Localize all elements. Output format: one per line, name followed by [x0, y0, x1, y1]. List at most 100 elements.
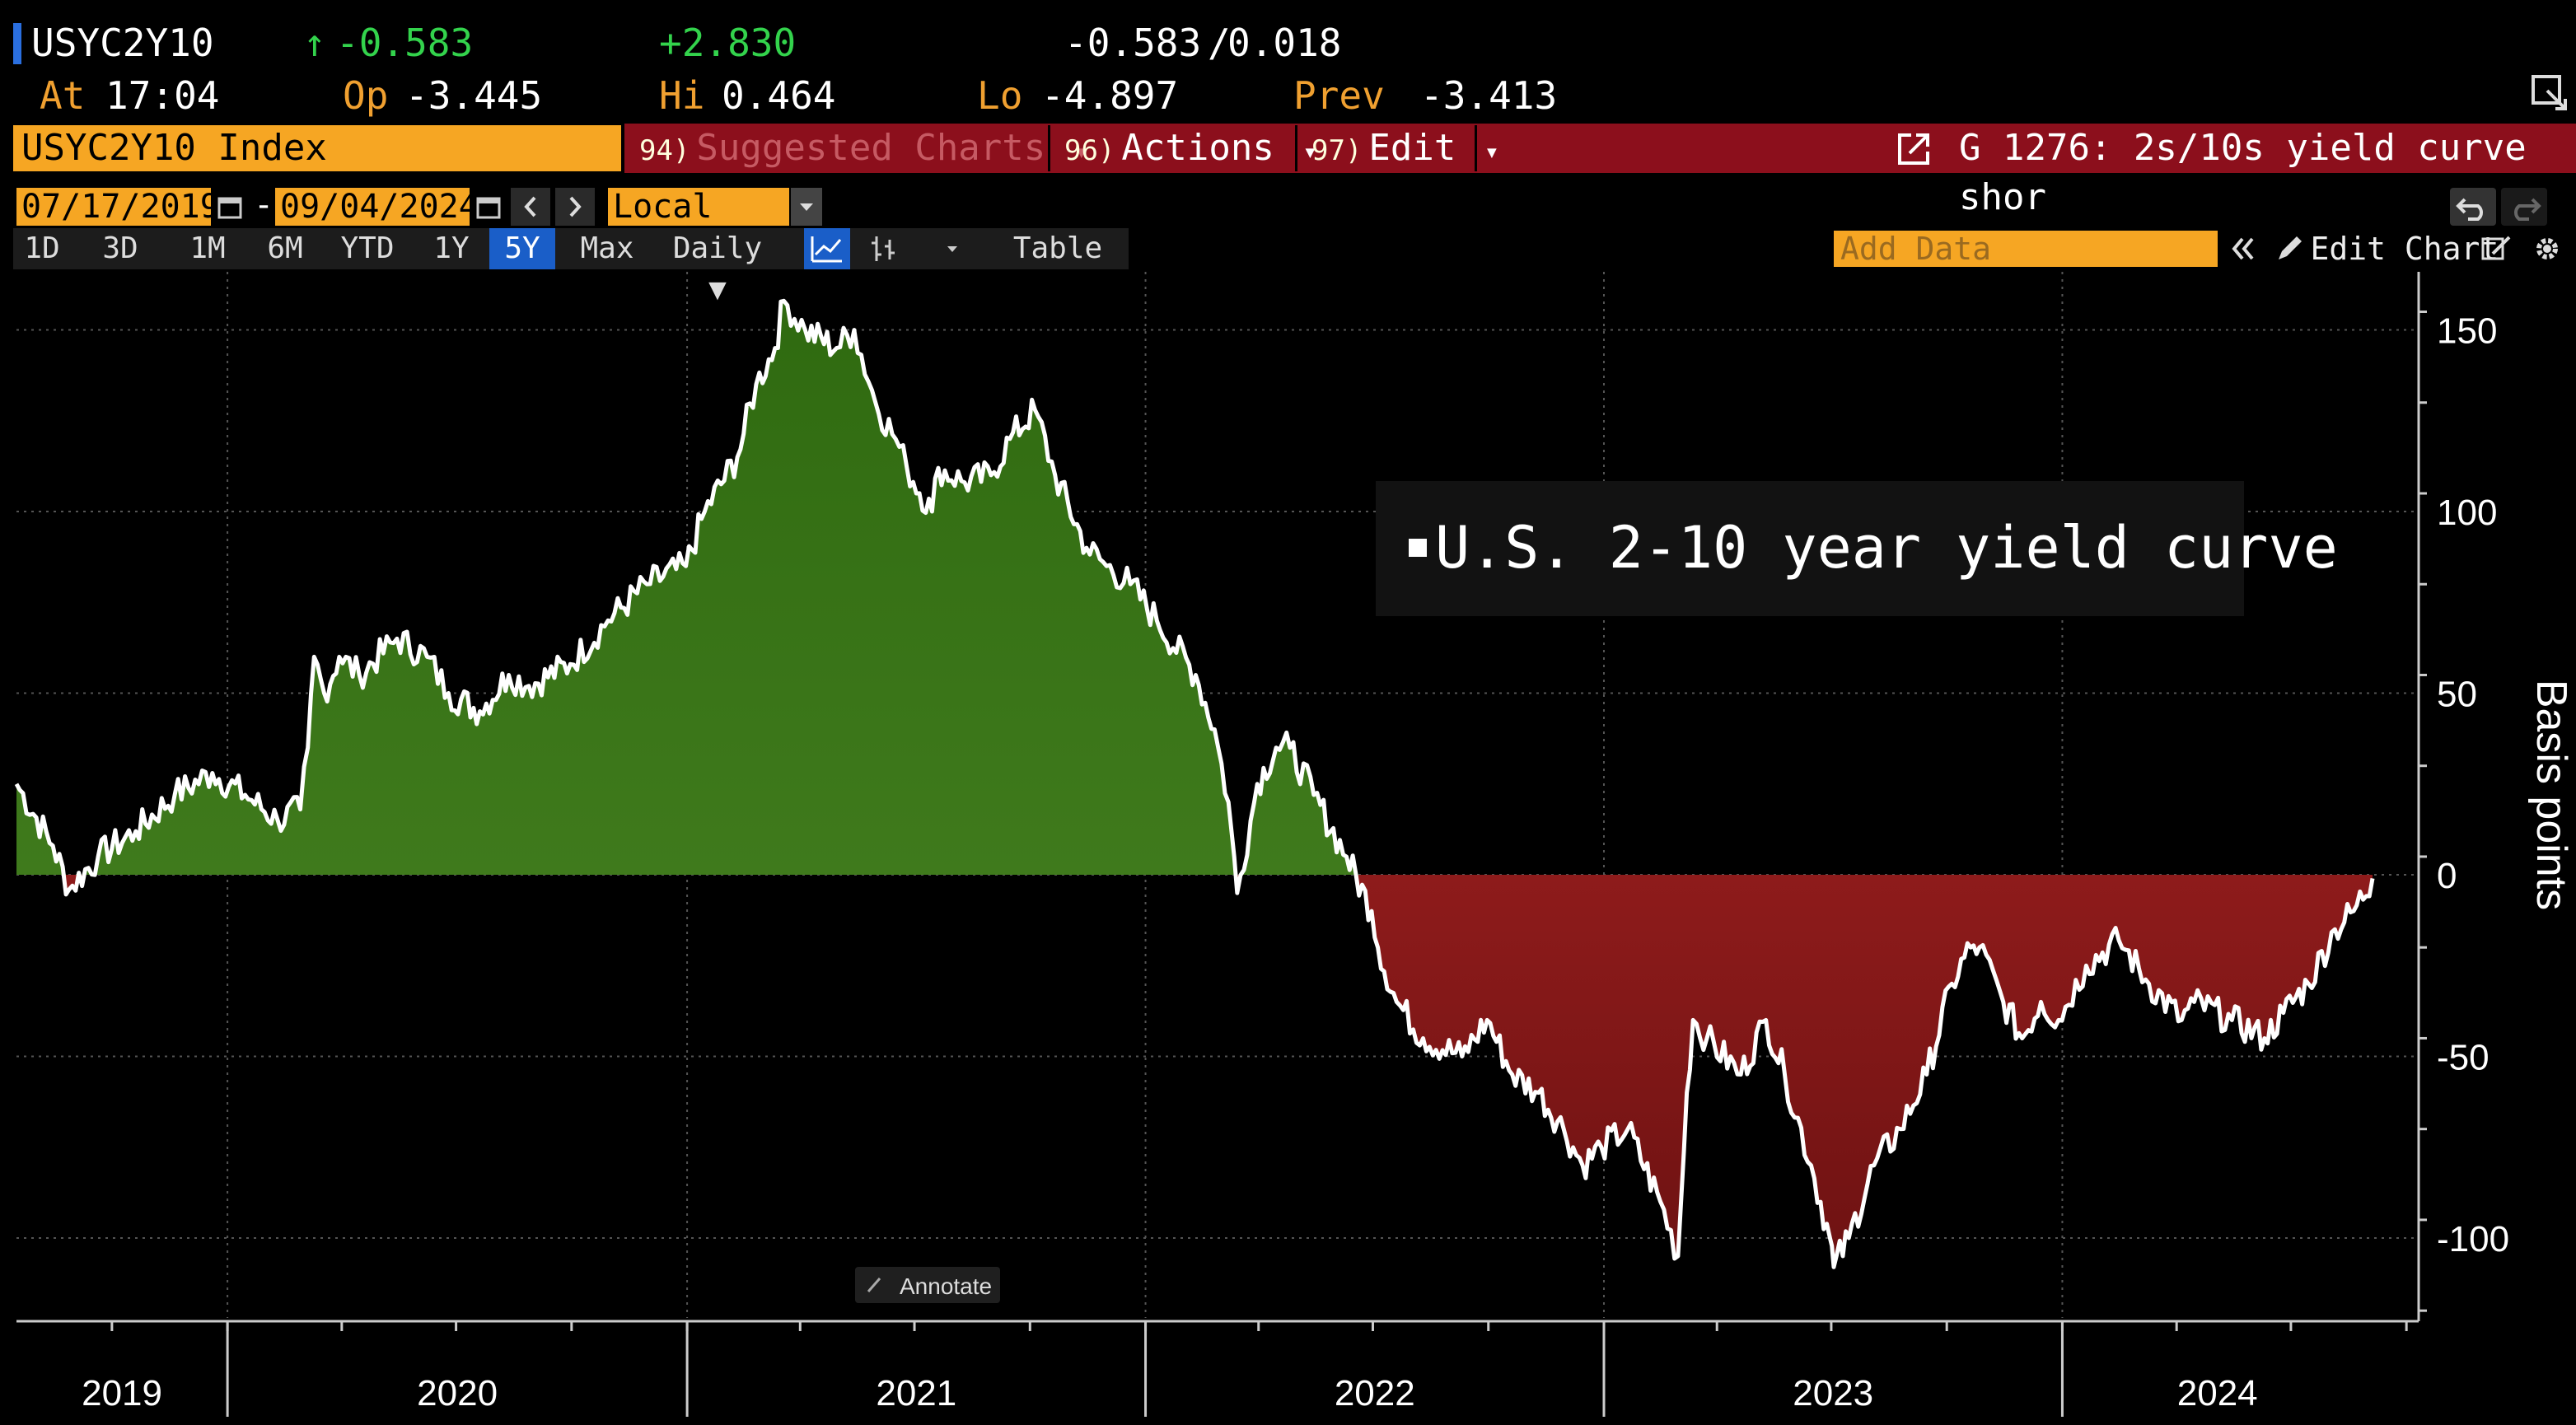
legend-label: U.S. 2-10 year yield curve: [1435, 514, 2338, 582]
range-toolbar: [13, 228, 1129, 269]
x-tick-label: 2019: [82, 1373, 162, 1413]
chart-title: G 1276: 2s/10s yield curve shor: [1959, 127, 2527, 218]
quote-ask: 0.018: [1227, 21, 1342, 65]
collapse-icon[interactable]: [2224, 231, 2260, 267]
table-button[interactable]: Table: [1012, 231, 1103, 265]
chevron-down-icon: ▾: [1073, 138, 1089, 166]
external-link-icon[interactable]: [1895, 130, 1933, 168]
quote-last: -0.583: [336, 21, 474, 65]
range-button-1y[interactable]: 1Y: [433, 231, 470, 265]
next-period-button[interactable]: [555, 188, 595, 226]
annotate-label: Annotate: [900, 1273, 993, 1299]
actions-num: 96): [1064, 134, 1115, 167]
quote-change: +2.830: [659, 21, 797, 65]
x-tick-labels: 2019 2020 2021 2022 2023 2024: [82, 1373, 2258, 1413]
calendar-icon[interactable]: [475, 193, 503, 221]
line-chart-icon: [811, 236, 842, 263]
quote-hi-label: Hi: [659, 73, 705, 118]
quote-bid: -0.583: [1064, 21, 1202, 65]
quote-prev-label: Prev: [1293, 73, 1385, 118]
frequency-select[interactable]: Daily ▼: [672, 231, 763, 306]
date-range-dash: -: [254, 186, 274, 224]
suggested-charts-label: Suggested Charts: [696, 127, 1046, 169]
quote-op-value: -3.445: [405, 73, 543, 118]
range-button-1d[interactable]: 1D: [24, 231, 60, 265]
quote-arrow: ↑: [303, 21, 326, 65]
quote-prev-value: -3.413: [1420, 73, 1558, 118]
chart-type-dropdown[interactable]: [936, 228, 969, 269]
edit-chart-label: Edit Chart: [2310, 231, 2499, 267]
annotate-button[interactable]: Annotate: [855, 1267, 1000, 1303]
ohlc-bars-icon: [872, 236, 895, 261]
chevron-right-icon: [569, 196, 582, 217]
prev-period-button[interactable]: [511, 188, 550, 226]
legend-swatch: [1409, 539, 1427, 557]
security-field[interactable]: USYC2Y10 Index: [13, 125, 621, 171]
actions-menu[interactable]: 96) Actions ▾: [1064, 124, 1317, 173]
actions-label: Actions: [1121, 127, 1274, 169]
add-data-input[interactable]: Add Data: [1834, 231, 2218, 267]
pencil-icon: [867, 1278, 881, 1292]
quote-hi-value: 0.464: [722, 73, 836, 118]
divider: [1475, 125, 1477, 171]
divider: [1048, 125, 1050, 171]
quote-at-label: At: [40, 73, 86, 118]
y-tick-label: -100: [2437, 1219, 2509, 1259]
edit-num: 97): [1311, 134, 1363, 167]
line-chart-button[interactable]: [804, 228, 850, 269]
chevron-down-icon: ▾: [1302, 138, 1318, 166]
chevron-down-icon: [947, 246, 957, 252]
undo-button[interactable]: [2450, 188, 2496, 226]
chevron-down-icon: ▾: [1484, 138, 1499, 166]
negative-area: [16, 875, 2373, 1268]
x-tick-label: 2021: [876, 1373, 956, 1413]
area-fills: [16, 301, 2373, 1268]
calendar-icon[interactable]: [216, 193, 244, 221]
x-tick-label: 2020: [417, 1373, 498, 1413]
popout-icon[interactable]: [2531, 74, 2569, 112]
range-button-3d[interactable]: 3D: [102, 231, 138, 265]
undo-icon: [2456, 198, 2483, 221]
start-date-field[interactable]: 07/17/2019: [16, 188, 220, 226]
quote-at-time: 17:04: [105, 73, 220, 118]
currency-dropdown-button[interactable]: [791, 188, 822, 226]
edit-layout-icon[interactable]: [2478, 231, 2514, 267]
range-button-max[interactable]: Max: [580, 231, 634, 265]
y-tick-label: 100: [2437, 493, 2497, 533]
redo-icon: [2514, 198, 2541, 221]
quote-bid-ask-sep: /: [1208, 21, 1231, 65]
y-axis-label: Basis points: [2527, 680, 2575, 910]
edit-menu[interactable]: 97) Edit ▾: [1311, 124, 1499, 173]
redo-button[interactable]: [2501, 188, 2547, 226]
edit-chart-button[interactable]: Edit Chart: [2270, 228, 2499, 269]
suggested-charts-num: 94): [639, 134, 690, 167]
y-tick-label: 150: [2437, 311, 2497, 352]
series-line: [14, 298, 2375, 1269]
range-button-5y[interactable]: 5Y: [489, 228, 555, 269]
range-button-6m[interactable]: 6M: [267, 231, 303, 265]
y-tick-label: 0: [2437, 856, 2457, 896]
x-tick-label: 2023: [1793, 1373, 1873, 1413]
edit-label: Edit: [1368, 127, 1456, 169]
yield-curve-line: [14, 298, 2375, 1269]
legend: U.S. 2-10 year yield curve: [1376, 481, 2338, 616]
positive-area: [16, 301, 2373, 876]
range-button-1m[interactable]: 1M: [189, 231, 226, 265]
range-button-ytd[interactable]: YTD: [340, 231, 395, 265]
quote-lo-label: Lo: [977, 73, 1023, 118]
suggested-charts-menu[interactable]: 94) Suggested Charts ▾: [639, 124, 1089, 173]
ticker-marker: [13, 23, 21, 64]
pencil-icon: [2279, 236, 2302, 259]
y-tick-labels: 150 100 50 0 -50 -100: [2437, 311, 2509, 1259]
chevron-left-icon: [524, 196, 536, 217]
x-tick-label: 2024: [2177, 1373, 2258, 1413]
y-tick-label: 50: [2437, 675, 2477, 715]
gear-icon[interactable]: [2529, 231, 2565, 267]
command-bar: [624, 124, 2576, 173]
quote-op-label: Op: [343, 73, 389, 118]
quote-lo-value: -4.897: [1041, 73, 1179, 118]
end-date-field[interactable]: 09/04/2024: [275, 188, 479, 226]
bar-chart-button[interactable]: [860, 228, 906, 269]
quote-ticker[interactable]: USYC2Y10: [31, 21, 214, 65]
